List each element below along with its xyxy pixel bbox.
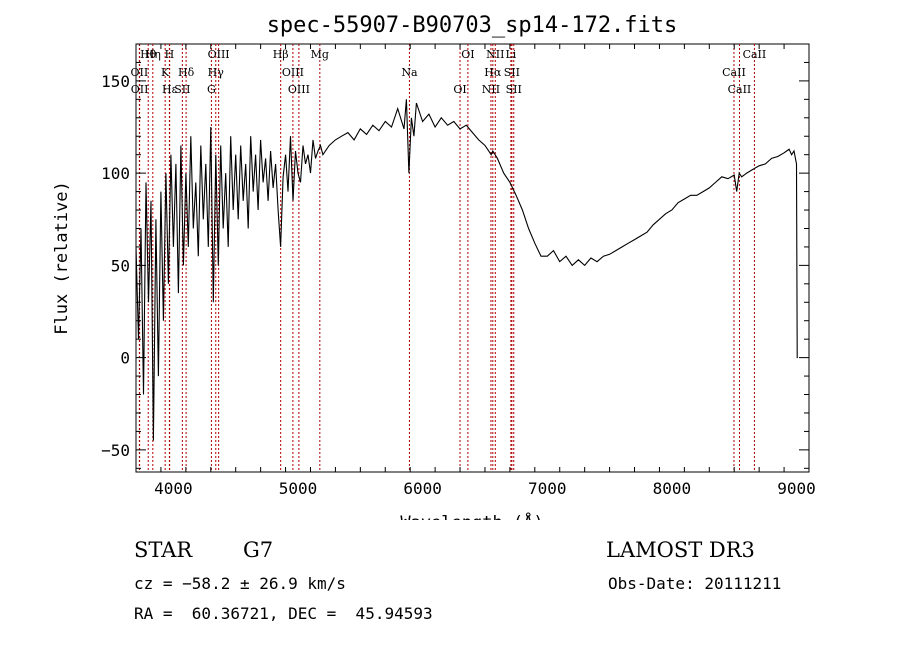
spectral-line-label: NII	[486, 48, 504, 61]
y-tick-label: 150	[101, 72, 130, 91]
y-axis-label: Flux (relative)	[52, 181, 72, 335]
spectral-line-label: OIII	[208, 48, 230, 61]
y-tick-label: 50	[111, 256, 130, 275]
spectral-line-label: Hθ	[140, 48, 157, 61]
spectral-line-label: Mg	[311, 48, 329, 61]
spectral-line-label: OIII	[282, 66, 304, 79]
coordinates: RA = 60.36721, DEC = 45.94593	[134, 604, 433, 623]
object-class: STAR	[134, 538, 193, 562]
y-tick-label: −50	[101, 441, 130, 460]
spectral-line-label: Hγ	[208, 66, 225, 79]
chart-title: spec-55907-B90703_sp14-172.fits	[267, 13, 678, 38]
spectrum-chart: spec-55907-B90703_sp14-172.fits Hθ OII OII…	[52, 13, 816, 520]
object-subclass: G7	[243, 538, 274, 562]
spectral-line-labels: Hθ OII OII HηK Hε HHδ SII OIII Hγ G Hβ OIII OIII Mg Na…	[131, 48, 767, 96]
spectral-line-label: G	[207, 83, 216, 96]
spectral-line-label: OI	[453, 83, 466, 96]
spectral-line-label: Hε	[162, 83, 178, 96]
spectral-line-label: Hβ	[273, 48, 289, 61]
spectral-lines	[138, 44, 755, 472]
spectral-line-label: OIII	[288, 83, 310, 96]
spectral-line-label: SII	[174, 83, 190, 96]
spectral-line-label: OII	[131, 66, 149, 79]
spectral-line-label: CaII	[743, 48, 767, 61]
spectrum-series	[135, 99, 798, 441]
y-axis: −50 0 50 100 150	[101, 43, 809, 469]
spectral-line-label: CaII	[728, 83, 752, 96]
spectral-line-label: Hδ	[178, 66, 195, 79]
x-tick-label: 6000	[403, 479, 442, 498]
spectral-line-label: SII	[506, 83, 522, 96]
x-axis: 4000 5000 6000 7000 8000 9000	[135, 44, 816, 498]
plot-frame	[135, 43, 810, 473]
y-tick-label: 100	[101, 164, 130, 183]
spectrum-line	[135, 99, 798, 441]
spectral-line-label: Hη	[145, 48, 161, 61]
x-tick-label: 5000	[279, 479, 318, 498]
spectral-line-label: H	[165, 48, 175, 61]
spectral-line-label: NII	[482, 83, 500, 96]
spectral-line-label: K	[161, 66, 170, 79]
x-axis-label: Wavelength (Å)	[400, 511, 543, 520]
obs-date: Obs-Date: 20111211	[608, 574, 782, 593]
x-tick-label: 9000	[777, 479, 816, 498]
spectral-line-label: CaII	[722, 66, 746, 79]
spectral-line-label: Li	[505, 48, 516, 61]
x-tick-label: 4000	[154, 479, 193, 498]
spectral-line-label: Hα	[484, 66, 502, 79]
spectral-line-label: SII	[504, 66, 520, 79]
x-tick-label: 8000	[653, 479, 692, 498]
spectral-line-label: OII	[131, 83, 149, 96]
redshift-info: cz = −58.2 ± 26.9 km/s	[134, 574, 346, 593]
spectral-line-label: OI	[461, 48, 474, 61]
y-tick-label: 0	[120, 349, 130, 368]
spectral-line-label: Na	[401, 66, 418, 79]
survey-label: LAMOST DR3	[606, 538, 755, 562]
x-tick-label: 7000	[528, 479, 567, 498]
